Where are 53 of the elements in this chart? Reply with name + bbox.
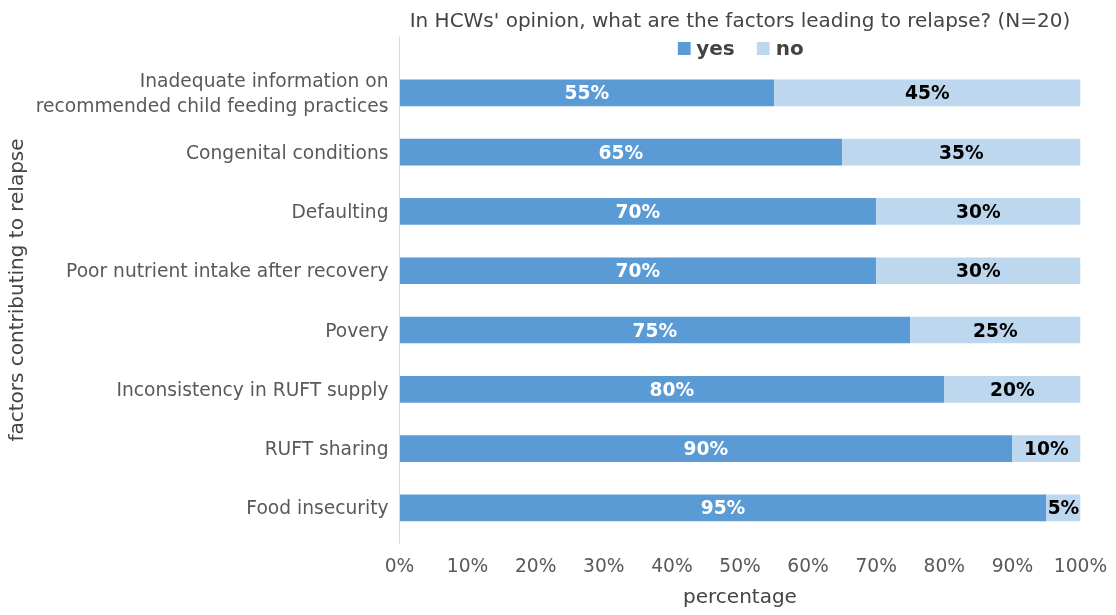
data-label: 90% (683, 438, 729, 460)
bar (399, 198, 877, 225)
data-label: 70% (615, 260, 661, 282)
bar (399, 316, 911, 344)
data-label: 65% (598, 141, 644, 163)
data-label: 30% (956, 200, 1001, 222)
bar (842, 138, 1081, 166)
x-tick-label: 0% (384, 554, 415, 576)
data-label: 5% (1047, 497, 1080, 519)
data-label: 10% (1024, 438, 1070, 460)
y-tick-label: Food insecurity (246, 497, 389, 519)
bar (399, 79, 775, 107)
data-label: 55% (564, 82, 610, 104)
x-tick-label: 70% (855, 554, 897, 576)
x-tick-label: 40% (651, 554, 693, 576)
data-label: 95% (700, 497, 746, 519)
y-tick-label: RUFT sharing (264, 438, 389, 460)
y-tick-label: Poor nutrient intake after recovery (66, 260, 389, 282)
data-label: 75% (632, 319, 678, 341)
x-tick-label: 100% (1053, 554, 1108, 576)
y-tick-label: Congenital conditions (186, 141, 389, 163)
x-tick-label: 90% (991, 554, 1034, 576)
y-tick-label: Povery (325, 319, 389, 341)
legend-label: yes (696, 36, 735, 60)
x-tick-label: 60% (787, 554, 829, 576)
x-tick-label: 10% (446, 554, 489, 576)
y-axis-title: factors contributing to relapse (3, 138, 28, 442)
data-label: 35% (939, 141, 984, 163)
bar (399, 435, 1013, 462)
x-tick-label: 50% (719, 554, 761, 576)
legend-label: no (775, 36, 804, 60)
data-label: 30% (956, 260, 1001, 282)
x-axis-title: percentage (683, 583, 797, 608)
bar (399, 257, 877, 285)
x-tick-label: 80% (923, 554, 966, 576)
y-tick-label: Inadequate information on recommended child feeding practices (35, 69, 389, 116)
x-tick-label: 20% (514, 554, 557, 576)
bar (876, 257, 1081, 285)
data-label: 70% (615, 200, 661, 222)
chart-title: In HCWs' opinion, what are the factors leading to relapse? (N=20) (409, 7, 1071, 32)
x-tick-label: 30% (583, 554, 625, 576)
bar (876, 198, 1081, 225)
data-label: 45% (904, 82, 950, 104)
bar (399, 375, 945, 403)
bar (774, 79, 1081, 107)
data-label: 80% (649, 378, 695, 400)
bar (399, 138, 843, 166)
data-label: 20% (990, 378, 1036, 400)
bar (399, 494, 1047, 522)
y-tick-label: Inconsistency in RUFT supply (116, 378, 389, 400)
bar (944, 375, 1081, 403)
y-tick-label: Defaulting (291, 200, 389, 222)
data-label: 25% (973, 319, 1019, 341)
